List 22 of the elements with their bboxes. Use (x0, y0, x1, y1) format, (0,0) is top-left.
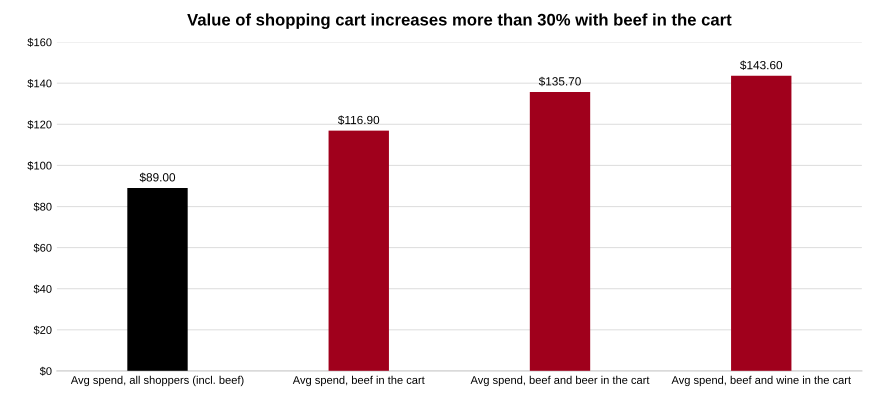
x-tick-label: Avg spend, beef in the cart (292, 376, 425, 386)
y-tick-label: $160 (27, 38, 52, 47)
x-tick-label: Avg spend, beef and wine in the cart (672, 376, 851, 386)
bar (530, 92, 590, 371)
y-tick-label: $0 (40, 366, 52, 376)
x-tick-label: Avg spend, all shoppers (incl. beef) (70, 376, 244, 386)
y-tick-label: $40 (34, 284, 52, 294)
y-tick-label: $140 (27, 79, 52, 88)
chart-title: Value of shopping cart increases more than 30% with beef in the cart (187, 13, 732, 29)
x-tick-label: Avg spend, beef and beer in the cart (470, 376, 650, 386)
y-tick-label: $80 (34, 202, 52, 212)
y-tick-label: $100 (27, 161, 52, 170)
y-tick-label: $120 (27, 120, 52, 130)
data-label: $116.90 (338, 115, 380, 125)
data-label: $143.60 (740, 60, 782, 70)
y-tick-label: $20 (34, 326, 52, 335)
y-tick-label: $60 (34, 243, 52, 252)
bar (127, 188, 188, 371)
data-label: $135.70 (538, 76, 581, 86)
data-label: $89.00 (140, 172, 176, 182)
bar (328, 130, 389, 371)
bar (731, 76, 792, 371)
